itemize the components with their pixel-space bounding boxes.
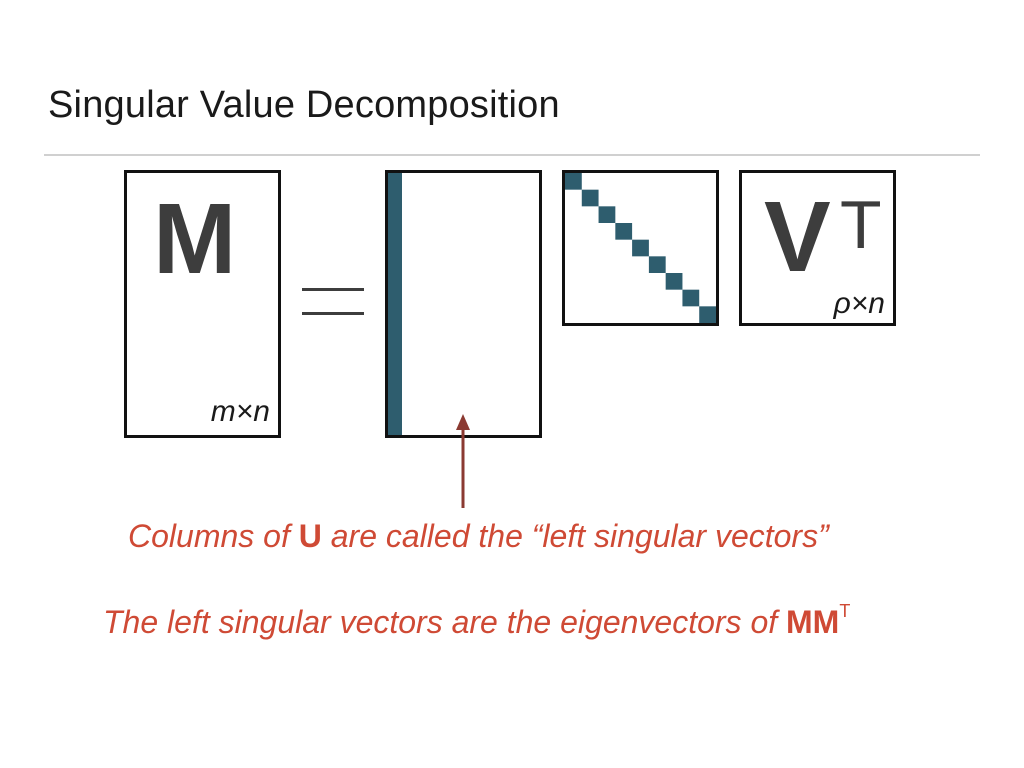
matrix-vt-transpose: T <box>840 187 882 263</box>
pointer-arrow <box>456 414 470 508</box>
matrix-vt-letter: V <box>764 181 831 293</box>
sigma-diagonal-entry <box>648 256 666 273</box>
sigma-diagonal-entry <box>699 306 716 323</box>
matrix-vt-dimensions: ρ×n <box>833 287 885 320</box>
matrix-m-dimensions: m×n <box>210 395 270 428</box>
slide-title: Singular Value Decomposition <box>48 84 560 126</box>
sigma-diagonal-entry <box>598 206 616 223</box>
caption1-bold-u: U <box>298 518 322 554</box>
sigma-diagonal-entry <box>615 223 633 240</box>
matrix-vt: V T ρ×n <box>739 170 896 326</box>
matrix-m: M m×n <box>124 170 281 438</box>
matrix-u-first-column <box>388 173 402 435</box>
sigma-diagonal-entry <box>632 239 649 257</box>
equals-bar-top <box>302 288 364 291</box>
arrow-head <box>456 414 470 430</box>
equals-bar-bottom <box>302 312 364 315</box>
matrix-m-letter: M <box>153 183 237 295</box>
sigma-diagonal-entry <box>565 173 582 190</box>
caption-left-singular-vectors: Columns of U are called the “left singul… <box>128 518 829 555</box>
equals-sign <box>302 288 364 318</box>
sigma-diagonal <box>565 173 716 323</box>
matrix-sigma <box>562 170 719 326</box>
caption1-prefix: Columns of <box>128 518 299 554</box>
caption1-suffix: are called the “left singular vectors” <box>321 518 829 554</box>
caption2-prefix: The left singular vectors are the eigenv… <box>103 604 787 640</box>
sigma-diagonal-entry <box>665 273 683 290</box>
sigma-diagonal-entry <box>682 289 700 307</box>
caption-eigenvectors: The left singular vectors are the eigenv… <box>103 601 851 641</box>
matrix-u <box>385 170 542 438</box>
sigma-diagonal-entry <box>581 189 599 207</box>
title-divider <box>44 154 980 156</box>
caption2-bold-mm: MM <box>786 604 840 640</box>
caption2-transpose: T <box>839 601 851 622</box>
